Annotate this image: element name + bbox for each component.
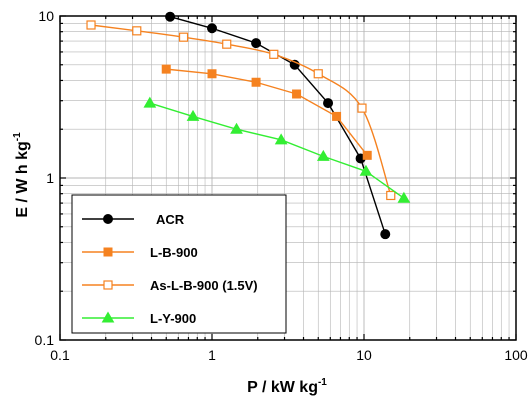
legend-item: As-L-B-900 (1.5V) bbox=[82, 278, 258, 293]
tick-labels: 0.1 1 10 100 0.1 1 10 bbox=[35, 8, 528, 363]
data-point bbox=[386, 190, 396, 201]
legend-label: L-B-900 bbox=[150, 245, 198, 260]
x-axis-title: P / kW kg-1 bbox=[247, 377, 327, 396]
data-point bbox=[292, 89, 302, 99]
data-point bbox=[251, 38, 262, 49]
legend-label: ACR bbox=[156, 212, 185, 227]
data-point bbox=[316, 149, 330, 161]
y-axis-title-sup: -1 bbox=[12, 132, 23, 141]
data-point bbox=[143, 96, 157, 108]
series-line bbox=[166, 68, 368, 156]
data-point bbox=[207, 23, 217, 34]
legend-swatch-marker bbox=[101, 311, 115, 323]
x-tick-label: 100 bbox=[504, 347, 528, 363]
data-point bbox=[161, 64, 171, 74]
data-point bbox=[132, 26, 142, 36]
y-tick-label: 1 bbox=[46, 170, 54, 186]
data-point bbox=[380, 229, 391, 240]
y-axis-title: E / W h kg-1 bbox=[12, 132, 31, 218]
data-point bbox=[207, 69, 217, 79]
x-tick-label: 0.1 bbox=[50, 347, 70, 363]
data-point bbox=[313, 69, 323, 79]
data-point bbox=[362, 150, 372, 160]
legend-swatch-marker bbox=[103, 280, 113, 290]
x-axis-title-sup: -1 bbox=[318, 377, 327, 388]
y-tick-label: 10 bbox=[38, 8, 54, 24]
legend-swatch-marker bbox=[103, 214, 113, 224]
axis-ticks bbox=[59, 15, 517, 341]
y-tick-label: 0.1 bbox=[35, 332, 55, 348]
data-point bbox=[357, 103, 367, 113]
data-point bbox=[397, 191, 411, 203]
legend-swatch-marker bbox=[103, 247, 113, 257]
data-point bbox=[251, 77, 261, 87]
legend: ACR L-B-900 As-L-B-900 (1.5V) L-Y-900 bbox=[71, 194, 287, 334]
data-point bbox=[230, 122, 243, 134]
legend-item: L-Y-900 bbox=[82, 311, 196, 326]
y-axis-title-main: E / W h kg bbox=[14, 141, 31, 217]
series-l-b-900 bbox=[161, 64, 372, 160]
data-point bbox=[186, 109, 200, 121]
x-axis-title-main: P / kW kg bbox=[247, 379, 318, 396]
x-tick-label: 1 bbox=[208, 347, 216, 363]
data-point bbox=[332, 111, 342, 121]
data-point bbox=[86, 20, 96, 30]
legend-label: As-L-B-900 (1.5V) bbox=[150, 278, 258, 293]
x-tick-label: 10 bbox=[356, 347, 372, 363]
series-l-y-900 bbox=[143, 96, 411, 203]
data-point bbox=[359, 164, 373, 176]
data-point bbox=[323, 98, 334, 109]
series-line bbox=[90, 24, 392, 196]
data-point bbox=[222, 39, 232, 49]
grid bbox=[60, 16, 516, 340]
legend-item: ACR bbox=[82, 212, 185, 227]
legend-label: L-Y-900 bbox=[150, 311, 196, 326]
legend-item: L-B-900 bbox=[82, 245, 198, 260]
series-layer bbox=[86, 11, 411, 240]
series-acr bbox=[165, 11, 391, 240]
series-as-l-b-900-1-5v bbox=[86, 20, 396, 201]
legend-items: ACR L-B-900 As-L-B-900 (1.5V) L-Y-900 bbox=[82, 212, 258, 326]
data-point bbox=[178, 32, 189, 42]
data-point bbox=[269, 49, 279, 59]
data-point bbox=[274, 133, 288, 145]
